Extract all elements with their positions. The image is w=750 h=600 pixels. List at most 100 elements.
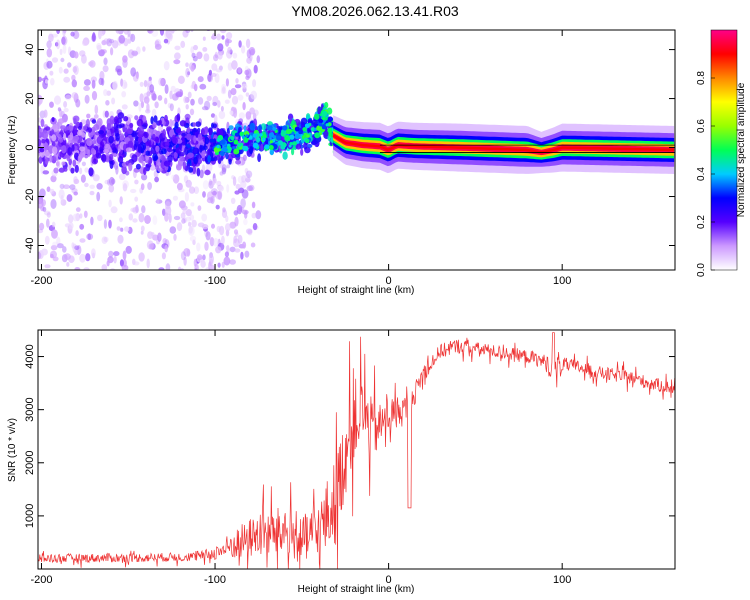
spectrogram-noise-blob <box>90 216 94 226</box>
spectrogram-noise-blob <box>126 14 130 20</box>
spectrogram-band-blob <box>45 126 51 131</box>
spectrogram-noise-blob <box>225 78 229 87</box>
spectrogram-noise-blob <box>52 241 58 247</box>
spectrogram-band-blob <box>116 124 123 129</box>
spectrogram-band-blob <box>126 128 133 135</box>
spectrogram-noise-blob <box>226 164 231 169</box>
spectrogram-noise-blob <box>189 108 195 116</box>
spectrogram-noise-blob <box>54 95 61 105</box>
spectrogram-noise-blob <box>76 281 82 289</box>
spectrogram-noise-blob <box>64 93 72 99</box>
spectrogram-band-blob <box>96 118 103 127</box>
spectrogram-band-blob <box>82 125 88 131</box>
spectrogram-band-blob <box>184 146 189 156</box>
spectrogram-noise-blob <box>120 227 124 232</box>
spectrogram-band-blob <box>38 138 42 147</box>
spectrogram-noise-blob <box>197 205 202 211</box>
spectrogram-noise-blob <box>241 45 246 54</box>
spectrogram-noise-blob <box>246 57 252 64</box>
spectrogram-noise-blob <box>232 52 238 59</box>
spectrogram-noise-blob <box>201 213 208 222</box>
spectrogram-noise-blob <box>121 91 127 98</box>
spectrogram-noise-blob <box>174 52 181 60</box>
spectrogram-noise-blob <box>246 170 253 179</box>
spectrogram-noise-blob <box>119 259 124 267</box>
spectrogram-noise-blob <box>89 60 96 68</box>
spectrogram-band-blob <box>44 151 50 157</box>
spectrogram-band-blob <box>93 158 97 164</box>
spectrogram-noise-blob <box>130 188 137 194</box>
spectrogram-peak-blob <box>237 142 242 148</box>
spectrogram-noise-blob <box>173 233 177 241</box>
spectrogram-band-blob <box>61 145 67 154</box>
spectrogram-band-blob <box>166 147 173 153</box>
spectrogram-band-blob <box>152 153 158 161</box>
spectrogram-noise-blob <box>244 173 251 179</box>
spectrogram-noise-blob <box>102 65 109 73</box>
spectrogram-noise-blob <box>113 255 117 264</box>
spectrogram-noise-blob <box>151 0 158 5</box>
spectrogram-noise-blob <box>230 197 236 204</box>
spectrogram-noise-blob <box>103 13 108 18</box>
spectrogram-band-blob <box>128 162 133 172</box>
spectrogram-noise-blob <box>250 48 255 56</box>
spectrogram-noise-blob <box>175 91 183 98</box>
spectrogram-band-blob <box>300 121 305 129</box>
spectrogram-noise-blob <box>217 185 224 192</box>
spectrogram-band-blob <box>117 112 125 119</box>
spectrogram-noise-blob <box>106 38 113 47</box>
spectrogram-noise-blob <box>51 33 58 38</box>
spectrogram-noise-blob <box>156 0 162 6</box>
spectrogram-noise-blob <box>90 282 94 288</box>
spectrogram-noise-blob <box>242 241 247 249</box>
spectrogram-noise-blob <box>140 230 144 235</box>
spectrogram-noise-blob <box>84 0 90 7</box>
spectrogram-noise-blob <box>224 38 230 47</box>
spectrogram-noise-blob <box>241 209 249 215</box>
spectrogram-noise-blob <box>245 92 250 97</box>
spectrogram-noise-blob <box>62 14 66 20</box>
spectrogram-band-blob <box>249 146 254 155</box>
spectrogram-noise-blob <box>64 253 71 260</box>
spectrogram-band-blob <box>71 144 75 152</box>
spectrogram-peak-blob <box>277 140 284 146</box>
spectrogram-noise-blob <box>211 223 215 229</box>
spectrogram-band-blob <box>51 117 55 122</box>
spectrogram-noise-blob <box>158 13 161 20</box>
spectrogram-noise-blob <box>246 49 252 59</box>
spectrogram-noise-blob <box>52 256 59 262</box>
spectrogram-noise-blob <box>119 196 123 205</box>
spectrogram-noise-blob <box>133 100 139 107</box>
spectrogram-noise-blob <box>234 248 241 253</box>
spectrogram-noise-blob <box>193 186 200 194</box>
spectrogram-noise-blob <box>72 66 78 73</box>
spectrogram-noise-blob <box>177 107 181 115</box>
spectrogram-band-blob <box>51 156 57 164</box>
spectrogram-noise-blob <box>181 218 186 224</box>
spectrogram-noise-blob <box>180 251 186 261</box>
spectrogram-noise-blob <box>101 40 107 46</box>
spectrogram-noise-blob <box>86 233 94 240</box>
colorbar-label: Normalized spectral amplitude <box>736 82 747 217</box>
spectrogram-noise-blob <box>121 264 129 270</box>
spectrogram-noise-blob <box>113 161 119 170</box>
spectrogram-noise-blob <box>154 176 160 183</box>
spectrogram-peak-blob <box>230 135 235 141</box>
spectrogram-noise-blob <box>38 251 42 260</box>
spectrogram-noise-blob <box>72 30 80 40</box>
spectrogram-noise-blob <box>201 224 209 230</box>
spectrogram-peak-blob <box>304 123 310 129</box>
spectrogram-noise-blob <box>163 60 170 71</box>
spectrogram-noise-blob <box>103 89 108 97</box>
spectrogram-noise-blob <box>107 278 112 284</box>
spectrogram-noise-blob <box>221 83 227 91</box>
spectrogram-noise-blob <box>85 253 91 262</box>
spectrogram-noise-blob <box>75 230 79 237</box>
spectrogram-noise-blob <box>235 78 239 84</box>
spectrogram-noise-blob <box>238 40 242 48</box>
spectrogram-band-blob <box>164 114 168 122</box>
spectrogram-noise-blob <box>56 243 64 249</box>
spectrogram-noise-blob <box>63 101 68 108</box>
spectrogram-band-blob <box>95 152 100 159</box>
